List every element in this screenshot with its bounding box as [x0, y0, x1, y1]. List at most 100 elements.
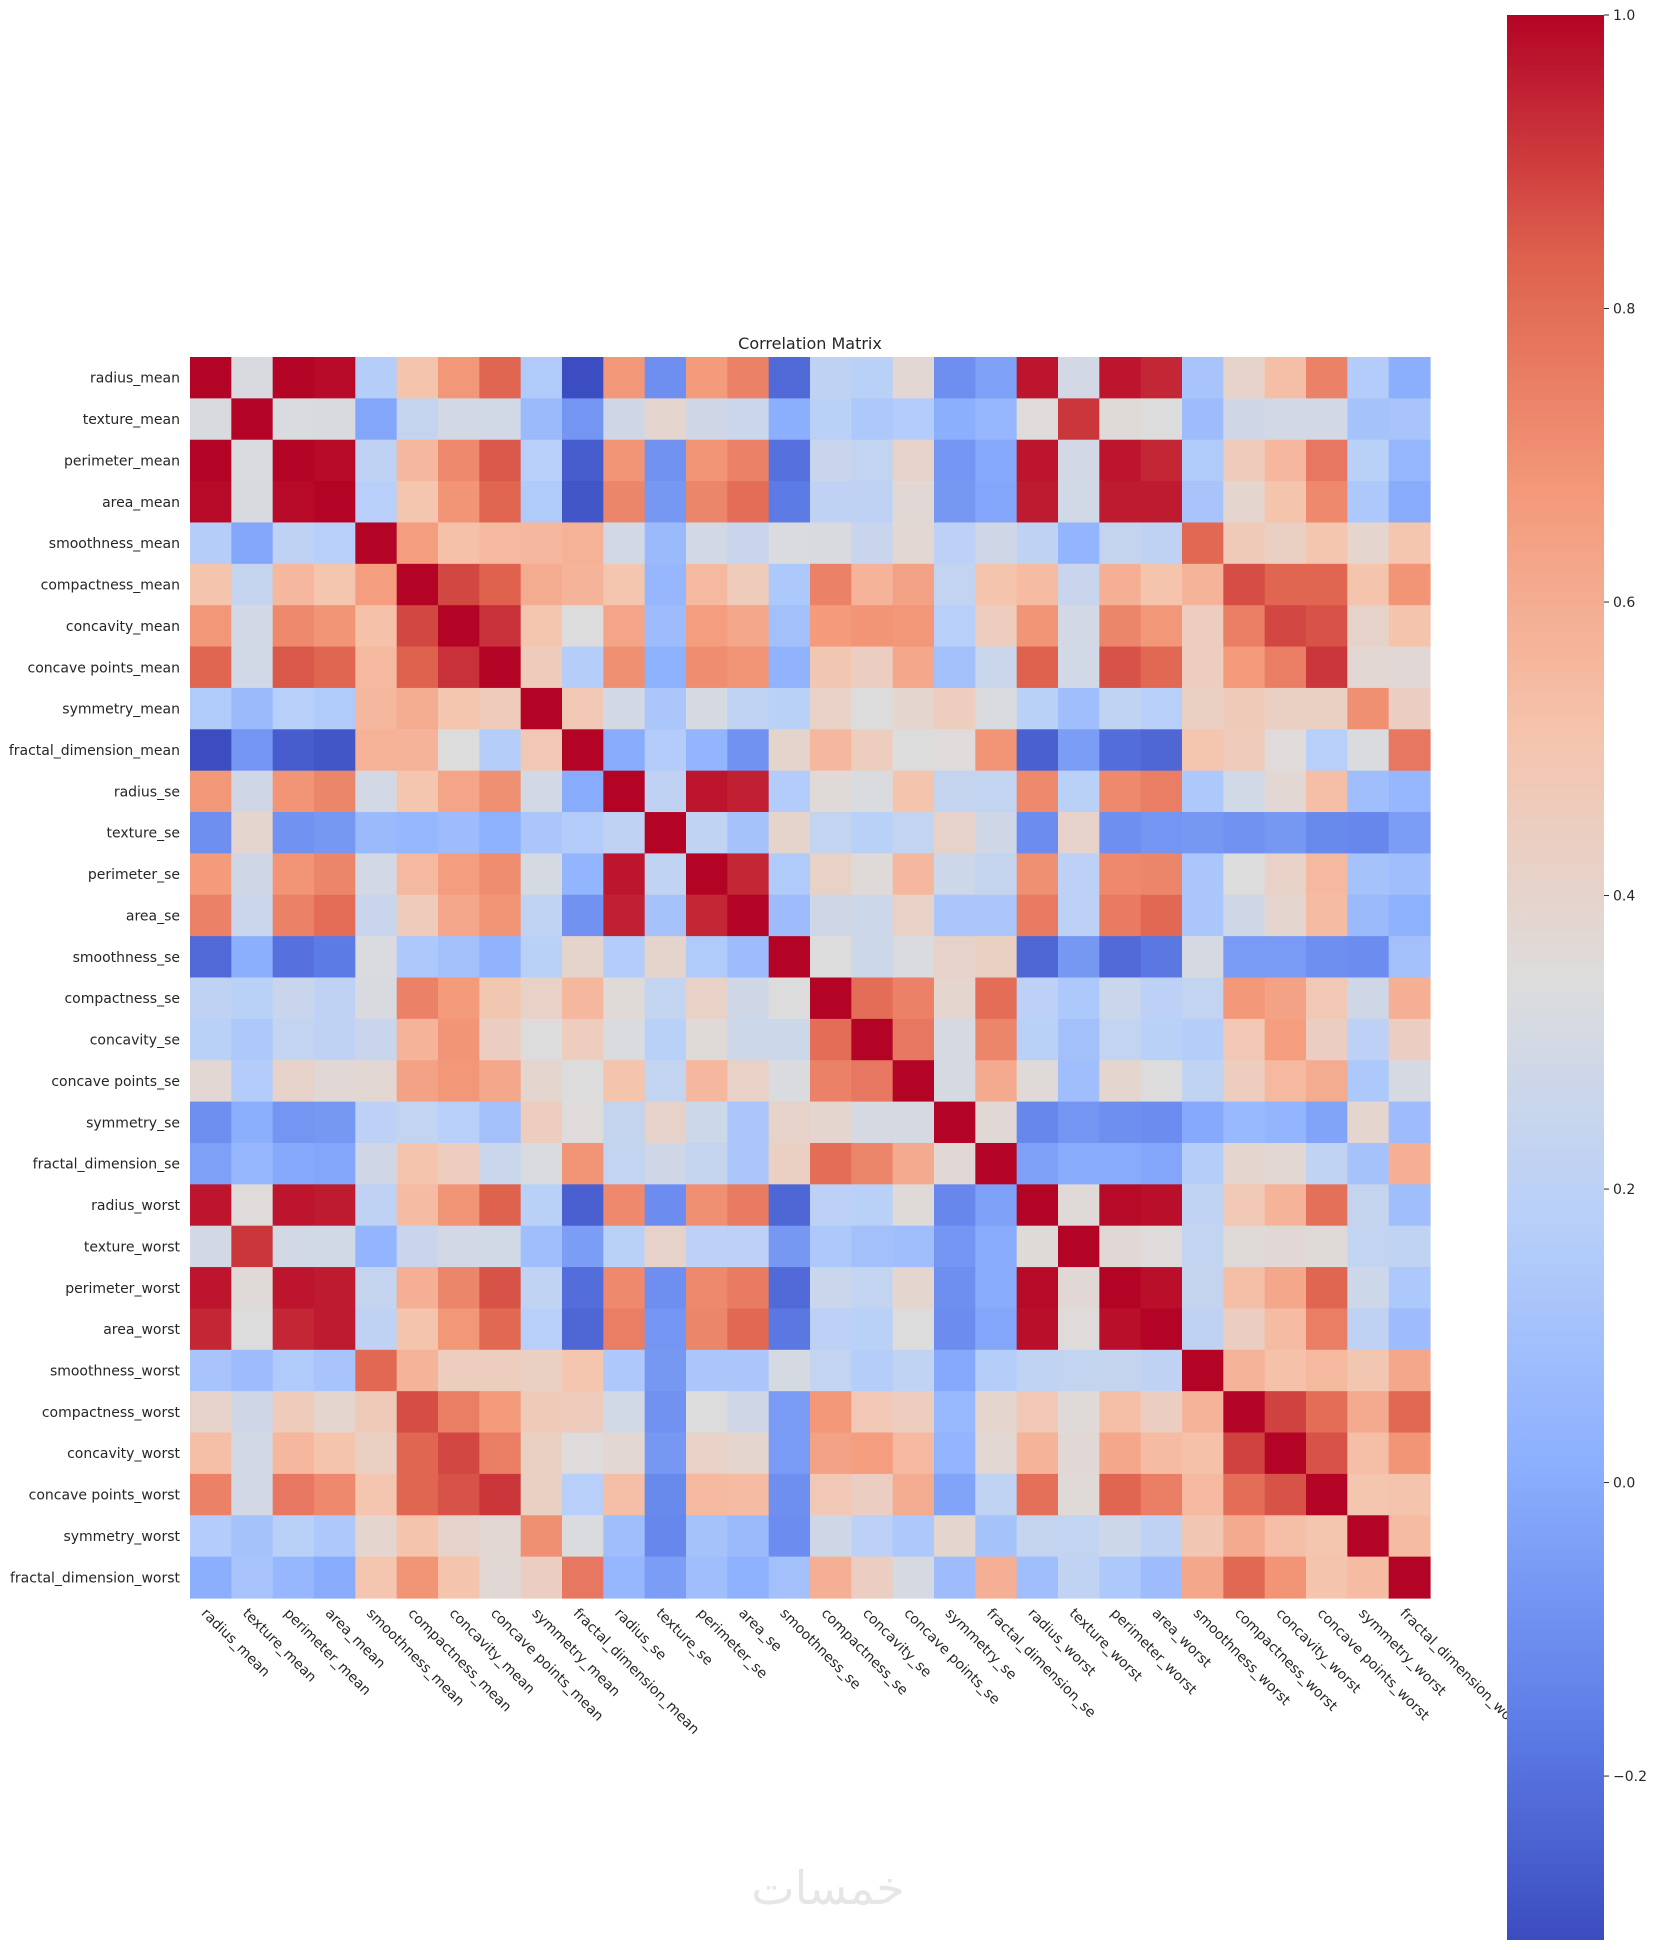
heatmap-cell: [1099, 563, 1142, 606]
heatmap-cell: [603, 481, 646, 524]
heatmap-cell: [768, 1308, 811, 1351]
heatmap-cell: [1347, 853, 1390, 896]
heatmap-cell: [520, 439, 563, 482]
heatmap-cell: [686, 1556, 728, 1599]
colorbar-tick-label: −0.2: [1613, 1769, 1647, 1785]
heatmap-cell: [686, 357, 728, 399]
heatmap-cell: [272, 646, 315, 689]
heatmap-cell: [1223, 1391, 1266, 1434]
heatmap-cell: [355, 1391, 398, 1434]
heatmap-cell: [810, 605, 852, 648]
heatmap-cell: [231, 1349, 274, 1392]
heatmap-cell: [190, 853, 232, 896]
heatmap-cell: [562, 1184, 604, 1227]
heatmap-cell: [190, 481, 232, 524]
heatmap-cell: [479, 398, 522, 441]
heatmap-cell: [851, 1142, 894, 1185]
y-tick-label: perimeter_mean: [64, 453, 180, 469]
heatmap-cell: [892, 563, 935, 606]
heatmap-cell: [190, 770, 232, 813]
heatmap-cell: [1182, 1184, 1224, 1227]
heatmap-cell: [479, 1391, 522, 1434]
heatmap-cell: [644, 770, 687, 813]
heatmap-cell: [810, 1473, 852, 1516]
heatmap-cell: [479, 1225, 522, 1268]
heatmap-cell: [396, 605, 439, 648]
heatmap-cell: [1347, 646, 1390, 689]
heatmap-cell: [851, 1018, 894, 1061]
heatmap-cell: [1058, 1142, 1100, 1185]
heatmap-cell: [1058, 894, 1100, 937]
heatmap-cell: [810, 1515, 852, 1558]
heatmap-cell: [768, 439, 811, 482]
heatmap-cell: [892, 1060, 935, 1103]
heatmap-cell: [479, 1018, 522, 1061]
heatmap-cell: [479, 936, 522, 979]
heatmap-cell: [231, 1515, 274, 1558]
heatmap-cell: [231, 812, 274, 854]
heatmap-cell: [1016, 1060, 1059, 1103]
heatmap-cell: [1306, 439, 1348, 482]
heatmap-cell: [1347, 1556, 1390, 1599]
heatmap-cell: [644, 977, 687, 1020]
x-tick-label: symmetry_se: [942, 1606, 1020, 1684]
y-tick-label: compactness_worst: [42, 1405, 181, 1421]
heatmap-cell: [231, 977, 274, 1020]
heatmap-cell: [1264, 812, 1307, 854]
heatmap-cell: [438, 563, 480, 606]
y-tick-label: area_se: [126, 908, 180, 924]
heatmap-cell: [644, 605, 687, 648]
heatmap-cell: [562, 1349, 604, 1392]
heatmap-cell: [1223, 1060, 1266, 1103]
heatmap-cell: [851, 398, 894, 441]
heatmap-cell: [231, 1432, 274, 1475]
heatmap-cell: [438, 357, 480, 399]
heatmap-cell: [727, 1556, 770, 1599]
heatmap-cell: [1016, 936, 1059, 979]
heatmap-cell: [727, 398, 770, 441]
heatmap-cell: [438, 1308, 480, 1351]
heatmap-cell: [562, 439, 604, 482]
heatmap-cell: [1223, 936, 1266, 979]
heatmap-cell: [1347, 770, 1390, 813]
heatmap-cell: [1182, 812, 1224, 854]
heatmap-cell: [810, 687, 852, 730]
heatmap-cell: [686, 1018, 728, 1061]
heatmap-cell: [644, 729, 687, 772]
heatmap-cell: [520, 1556, 563, 1599]
colorbar-ticks: 1.0 0.8 0.6 0.4 0.2 0.0 −0.2: [1604, 8, 1647, 1785]
heatmap-cell: [272, 1349, 315, 1392]
heatmap-cell: [727, 646, 770, 689]
heatmap-cell: [396, 1184, 439, 1227]
heatmap-cell: [686, 1473, 728, 1516]
heatmap-cell: [396, 1432, 439, 1475]
heatmap-cell: [1306, 646, 1348, 689]
heatmap-cell: [438, 1473, 480, 1516]
heatmap-cell: [644, 481, 687, 524]
heatmap-cell: [934, 1184, 976, 1227]
heatmap-cell: [1099, 894, 1142, 937]
heatmap-cell: [768, 1556, 811, 1599]
heatmap-cell: [1264, 605, 1307, 648]
heatmap-cell: [562, 1018, 604, 1061]
heatmap-cell: [314, 1184, 356, 1227]
heatmap-cell: [727, 1018, 770, 1061]
heatmap-cell: [190, 936, 232, 979]
heatmap-cell: [603, 605, 646, 648]
heatmap-cell: [644, 687, 687, 730]
heatmap-cell: [851, 357, 894, 399]
heatmap-cell: [768, 853, 811, 896]
heatmap-cell: [520, 1432, 563, 1475]
heatmap-cell: [1347, 1267, 1390, 1310]
heatmap-cell: [1223, 1556, 1266, 1599]
heatmap-cell: [272, 770, 315, 813]
heatmap-cell: [520, 853, 563, 896]
heatmap-cell: [975, 605, 1018, 648]
heatmap-cell: [934, 1391, 976, 1434]
heatmap-cell: [1099, 1391, 1142, 1434]
heatmap-cell: [1306, 1473, 1348, 1516]
heatmap-cell: [314, 563, 356, 606]
heatmap-cell: [314, 687, 356, 730]
heatmap-cell: [1306, 729, 1348, 772]
heatmap-cell: [1223, 522, 1266, 565]
